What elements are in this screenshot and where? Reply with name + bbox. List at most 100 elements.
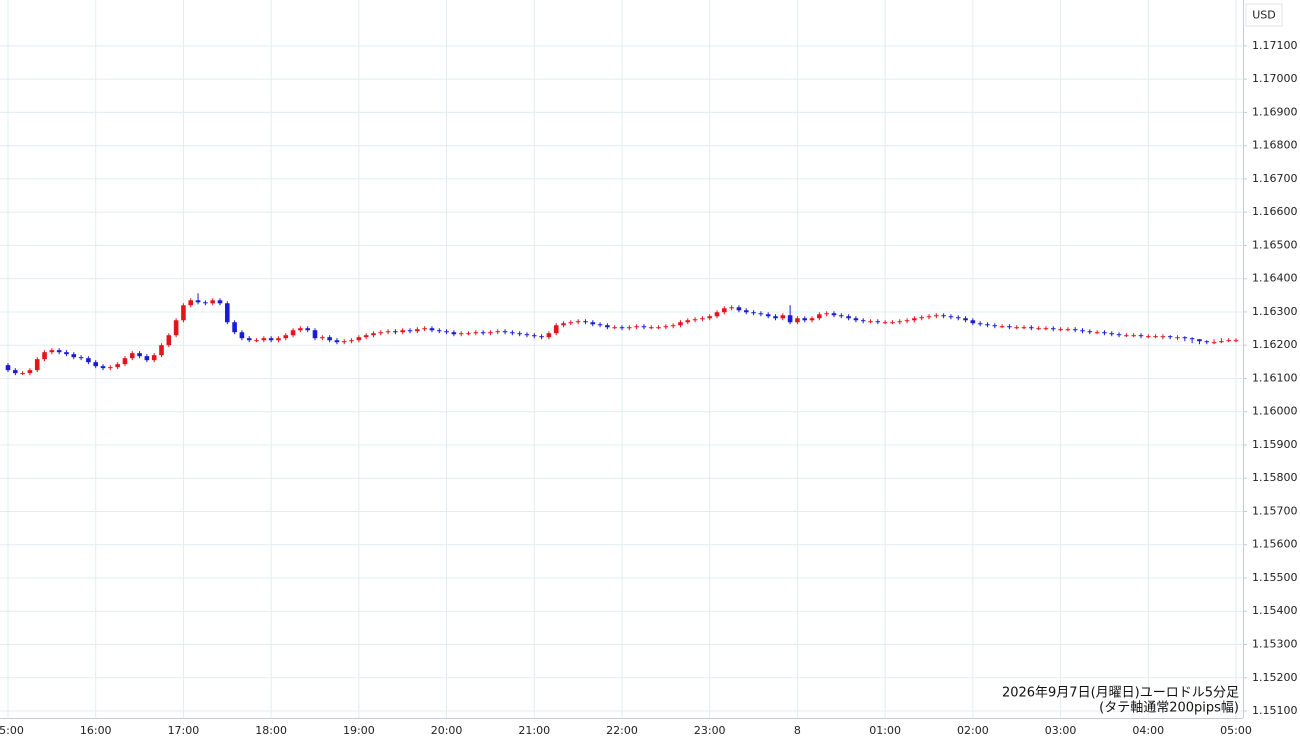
annotation: 2026年9月7日(月曜日)ユーロドル5分足: [1002, 686, 1239, 701]
x-tick-label: 03:00: [1045, 724, 1077, 737]
x-tick-label: 21:00: [518, 724, 550, 737]
candle-body: [480, 332, 486, 334]
candle-body: [831, 313, 837, 316]
candle-body: [1167, 336, 1173, 338]
y-tick-label: 1.16400: [1252, 272, 1298, 285]
candle-body: [239, 332, 245, 339]
x-tick-label: 15:00: [0, 724, 24, 737]
candle-body: [436, 330, 442, 332]
y-tick-label: 1.15700: [1252, 504, 1298, 517]
candle-body: [93, 362, 99, 367]
candle-body: [663, 326, 669, 328]
candle-body: [904, 320, 910, 322]
candle-body: [341, 341, 347, 343]
candle-body: [71, 354, 77, 358]
candle-body: [159, 345, 164, 356]
candle-body: [151, 355, 157, 361]
candle-body: [181, 305, 186, 321]
x-tick-label: 19:00: [343, 724, 375, 737]
candle-body: [780, 315, 786, 319]
candle-body: [224, 303, 230, 323]
candle-body: [429, 328, 435, 331]
candle-body: [371, 333, 376, 336]
y-tick-label: 1.15900: [1252, 438, 1298, 451]
candle-body: [875, 321, 881, 323]
candle-body: [575, 321, 581, 323]
candle-body: [290, 330, 296, 336]
candle-body: [1058, 329, 1063, 331]
candle-body: [217, 300, 223, 304]
y-tick-label: 1.17100: [1252, 39, 1298, 52]
currency-label: USD: [1252, 9, 1276, 22]
x-tick-label: 20:00: [431, 724, 463, 737]
candle-body: [1153, 336, 1158, 338]
candle-body: [246, 338, 252, 341]
candle-body: [868, 321, 873, 323]
candle-body: [758, 313, 764, 315]
candle-body: [985, 324, 990, 326]
candle-body: [1124, 335, 1129, 337]
candle-body: [137, 353, 142, 357]
candle-body: [415, 329, 420, 332]
candle-body: [802, 318, 808, 321]
candle-body: [115, 364, 120, 368]
candle-body: [1219, 341, 1224, 343]
y-tick-label: 1.16600: [1252, 205, 1298, 218]
candle-body: [1072, 329, 1078, 331]
candle-body: [890, 322, 895, 324]
candle-body: [1029, 327, 1034, 329]
candle-body: [349, 340, 354, 342]
candle-body: [49, 350, 55, 353]
candle-body: [458, 333, 464, 335]
candle-body: [517, 333, 522, 335]
y-tick-label: 1.16800: [1252, 139, 1298, 152]
candle-body: [1065, 329, 1071, 331]
candle-body: [13, 370, 18, 374]
candle-body: [108, 367, 113, 369]
candle-body: [356, 337, 362, 341]
axes: 1.15100 1.15200 1.15300 1.15400 1.15500 1.156…: [0, 39, 1298, 737]
y-tick-label: 1.15200: [1252, 671, 1298, 684]
candle-body: [619, 327, 625, 329]
candle-body: [473, 332, 479, 334]
candle-body: [298, 328, 303, 331]
candle-body: [955, 317, 961, 319]
candle-body: [736, 307, 742, 311]
x-tick-label: 16:00: [80, 724, 112, 737]
candle-body: [597, 324, 603, 326]
candle-body: [539, 336, 544, 338]
candle-body: [561, 323, 566, 326]
candle-body: [882, 322, 888, 324]
candle-body: [1036, 328, 1041, 330]
candle-body: [860, 320, 866, 322]
currency-box: [1245, 3, 1283, 27]
candle-body: [261, 338, 267, 341]
candle-body: [524, 334, 530, 336]
candle-body: [1014, 327, 1020, 329]
candle-body: [627, 327, 632, 329]
candle-body: [27, 370, 33, 374]
candle-body: [678, 322, 683, 326]
candle-body: [1102, 332, 1107, 334]
candle-body: [444, 331, 449, 333]
candle-body: [20, 373, 25, 375]
candle-body: [334, 340, 340, 343]
y-tick-label: 1.16700: [1252, 172, 1298, 185]
candle-body: [838, 315, 844, 317]
candle-body: [685, 320, 691, 323]
candle-body: [195, 300, 201, 303]
x-tick-label: 17:00: [168, 724, 200, 737]
y-tick-label: 1.17000: [1252, 72, 1298, 85]
candle-body: [707, 316, 713, 319]
x-tick-label: 23:00: [694, 724, 726, 737]
candle-body: [817, 314, 822, 319]
candle-body: [495, 331, 501, 333]
x-tick-label: 8: [794, 724, 801, 737]
candle-body: [466, 333, 471, 335]
candle-body: [327, 337, 332, 341]
candle-body: [488, 332, 493, 334]
candle-body: [378, 332, 384, 334]
y-tick-label: 1.16200: [1252, 338, 1298, 351]
x-tick-label: 01:00: [869, 724, 901, 737]
candle-body: [510, 332, 515, 334]
